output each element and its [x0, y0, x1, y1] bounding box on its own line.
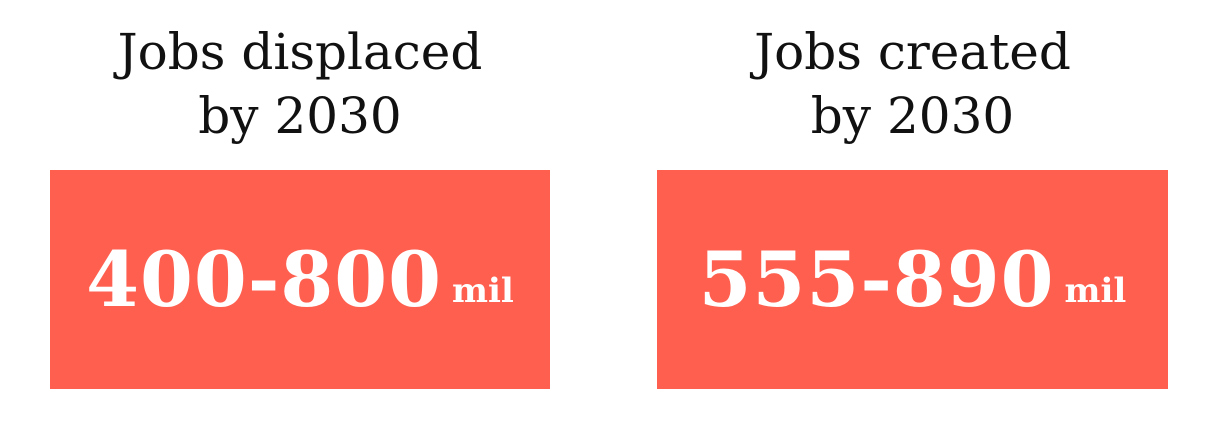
stat-panel-displaced: Jobs displaced by 2030 400-800 mil — [50, 0, 550, 431]
heading-line-2: by 2030 — [198, 87, 402, 145]
heading-line-2: by 2030 — [810, 87, 1015, 145]
stat-box-created: 555-890 mil — [657, 170, 1168, 389]
heading-line-1: Jobs created — [754, 23, 1071, 81]
stat-unit: mil — [1064, 270, 1127, 311]
stat-unit: mil — [452, 270, 514, 311]
stat-heading-created: Jobs created by 2030 — [657, 20, 1168, 148]
heading-line-1: Jobs displaced — [117, 23, 483, 81]
stat-value: 400-800 — [86, 234, 442, 324]
stat-heading-displaced: Jobs displaced by 2030 — [50, 20, 550, 148]
stat-value: 555-890 — [698, 234, 1055, 324]
stat-box-displaced: 400-800 mil — [50, 170, 550, 389]
stat-panel-created: Jobs created by 2030 555-890 mil — [657, 0, 1168, 431]
